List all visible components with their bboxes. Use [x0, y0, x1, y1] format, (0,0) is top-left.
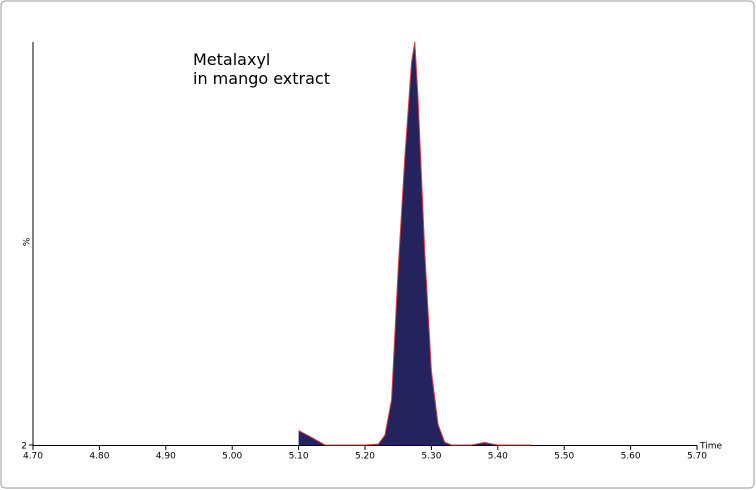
- x-tick-label: 5.60: [621, 452, 641, 462]
- x-tick-label: 4.90: [156, 452, 176, 462]
- x-axis-label: Time: [699, 442, 722, 452]
- peak-line: [298, 41, 531, 446]
- y-tick-label: 2: [21, 442, 27, 452]
- x-tick-label: 5.50: [554, 452, 574, 462]
- x-tick-label: 5.20: [355, 452, 375, 462]
- x-tick-label: 5.70: [687, 452, 707, 462]
- x-tick-label: 4.70: [23, 452, 43, 462]
- annotation: Metalaxyl: [193, 50, 270, 69]
- x-tick-label: 4.80: [89, 452, 109, 462]
- x-tick-label: 5.00: [222, 452, 242, 462]
- peak-area: [298, 42, 531, 445]
- x-tick-label: 5.10: [289, 452, 309, 462]
- x-tick-label: 5.40: [488, 452, 508, 462]
- x-tick-label: 5.30: [421, 452, 441, 462]
- y-axis-label: %: [23, 237, 33, 246]
- annotation: in mango extract: [193, 69, 330, 88]
